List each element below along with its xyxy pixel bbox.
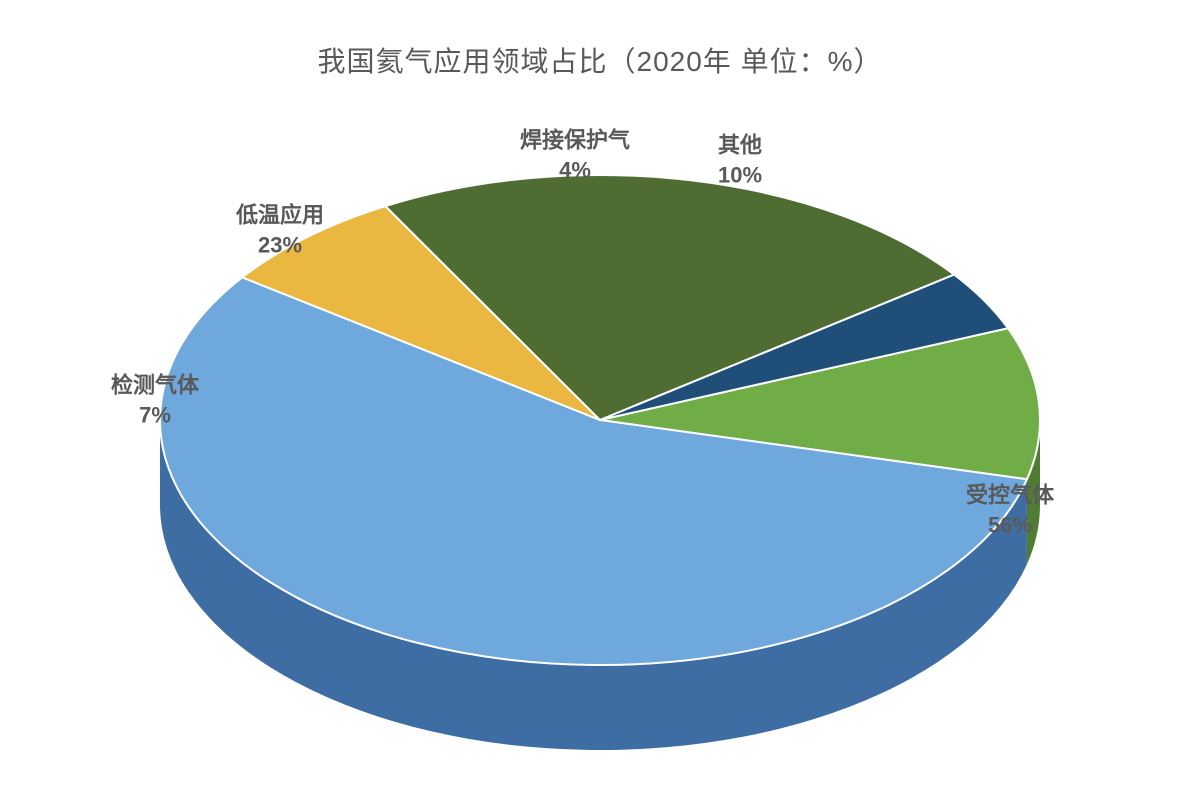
slice-label-value: 56% <box>966 510 1054 540</box>
slice-label-name: 受控气体 <box>966 482 1054 507</box>
slice-label-2: 检测气体 7% <box>111 370 199 429</box>
slice-label-value: 7% <box>111 400 199 430</box>
slice-label-name: 检测气体 <box>111 372 199 397</box>
pie-chart-container: 我国氦气应用领域占比（2020年 单位：%） 其他10%受控气体56%检测气体7… <box>0 0 1200 809</box>
slice-label-name: 焊接保护气 <box>520 127 630 152</box>
slice-label-4: 焊接保护气 4% <box>520 125 630 184</box>
slice-label-1: 受控气体 56% <box>966 480 1054 539</box>
slice-label-name: 其他 <box>718 132 762 157</box>
slice-label-value: 10% <box>718 160 762 190</box>
slice-label-0: 其他 10% <box>718 130 762 189</box>
slice-label-value: 4% <box>520 155 630 185</box>
slice-label-3: 低温应用 23% <box>236 200 324 259</box>
slice-label-value: 23% <box>236 230 324 260</box>
slice-label-name: 低温应用 <box>236 202 324 227</box>
